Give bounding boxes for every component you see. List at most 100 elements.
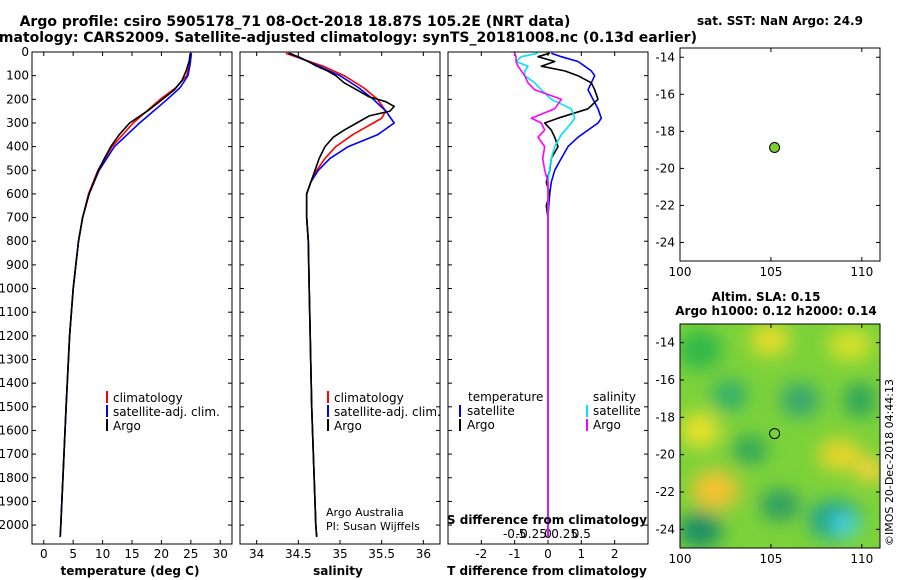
x-tick-label: 36 bbox=[416, 547, 431, 561]
difference-xlabel-top: S difference from climatology bbox=[447, 513, 647, 527]
y-tick-label: 500 bbox=[6, 163, 29, 177]
legend-swatch-t-argo bbox=[459, 419, 461, 431]
map-y-tick-label: -24 bbox=[655, 522, 675, 536]
legend-label-t-satellite: satellite bbox=[467, 404, 515, 418]
y-tick-label: 1600 bbox=[0, 423, 29, 437]
map-y-tick-label: -24 bbox=[655, 235, 675, 249]
map-x-tick-label: 100 bbox=[669, 552, 692, 566]
legend-swatch-argo bbox=[327, 419, 329, 431]
legend-swatch-s-argo bbox=[586, 419, 588, 431]
legend-swatch-satellite bbox=[327, 405, 329, 417]
series-line-s-argo bbox=[513, 52, 563, 537]
map-y-tick-label: -14 bbox=[655, 50, 675, 64]
sla-blob bbox=[780, 382, 820, 418]
legend-label-satellite: satellite-adj. clim. bbox=[334, 405, 441, 419]
y-tick-label: 1300 bbox=[0, 353, 29, 367]
sla-blob bbox=[831, 513, 859, 537]
legend-label-s-satellite: satellite bbox=[593, 404, 641, 418]
sla-blob bbox=[680, 412, 720, 448]
legend-swatch-climatology bbox=[106, 391, 108, 403]
salinity-xlabel: salinity bbox=[313, 564, 363, 578]
map-y-tick-label: -22 bbox=[655, 485, 675, 499]
y-tick-label: 2000 bbox=[0, 518, 29, 532]
sla-blob bbox=[844, 382, 876, 418]
series-line-argo bbox=[288, 52, 396, 537]
x-tick-label: 5 bbox=[69, 547, 77, 561]
x-tick-label: 34 bbox=[249, 547, 264, 561]
temperature-panel: 0100200300400500600700800900100011001200… bbox=[0, 45, 233, 578]
y-tick-label: 400 bbox=[6, 140, 29, 154]
sla-map-frame bbox=[679, 323, 881, 549]
legend-label-climatology: climatology bbox=[334, 391, 404, 405]
x-tick-label-top: -0.25 bbox=[516, 527, 547, 541]
x-tick-label: -2 bbox=[475, 547, 487, 561]
y-tick-label: 300 bbox=[6, 116, 29, 130]
credit-line-2: PI: Susan Wijffels bbox=[326, 520, 420, 533]
legend-label-satellite: satellite-adj. clim. bbox=[113, 405, 220, 419]
x-tick-label: 1 bbox=[578, 547, 586, 561]
map-x-tick-label: 110 bbox=[850, 265, 873, 279]
x-tick-label: 34.5 bbox=[285, 547, 312, 561]
sla-heatmap bbox=[680, 324, 880, 548]
map-x-tick-label: 105 bbox=[759, 552, 782, 566]
x-tick-label: 35 bbox=[332, 547, 347, 561]
sla-blob bbox=[856, 458, 880, 482]
map-y-tick-label: -18 bbox=[655, 410, 675, 424]
x-tick-label: 10 bbox=[95, 547, 110, 561]
y-tick-label: 1400 bbox=[0, 376, 29, 390]
argo-location-marker bbox=[769, 141, 781, 153]
sla-blob bbox=[760, 489, 800, 521]
sla-map-title-2: Argo h1000: 0.12 h2000: 0.14 bbox=[675, 304, 876, 318]
salinity-panel: 34 34.5 35 35.5 36 salinity climatology sate… bbox=[239, 51, 441, 578]
map-y-tick-label: -16 bbox=[655, 373, 675, 387]
y-tick-label: 0 bbox=[21, 45, 29, 59]
difference-panel: -2 -1 0 1 2-0.5-0.250 0.250.5 T difference fr… bbox=[447, 51, 649, 578]
map-y-tick-label: -18 bbox=[655, 124, 675, 138]
y-tick-label: 1700 bbox=[0, 447, 29, 461]
sla-blob bbox=[691, 470, 739, 510]
sla-blob bbox=[818, 439, 862, 471]
sla-blob bbox=[712, 379, 748, 411]
sla-blob bbox=[680, 512, 722, 548]
sla-blob bbox=[680, 330, 722, 370]
map-y-tick-label: -20 bbox=[655, 448, 675, 462]
legend-swatch-t-satellite bbox=[459, 405, 461, 417]
y-tick-label: 1500 bbox=[0, 400, 29, 414]
y-tick-label: 600 bbox=[6, 187, 29, 201]
legend-title-temperature: temperature bbox=[468, 390, 543, 404]
sla-blob bbox=[750, 324, 790, 356]
title-line-2: Climatology: CARS2009. Satellite-adjuste… bbox=[0, 30, 697, 46]
x-tick-label: 2 bbox=[611, 547, 619, 561]
y-tick-label: 1800 bbox=[0, 471, 29, 485]
y-tick-label: 1200 bbox=[0, 329, 29, 343]
difference-xlabel: T difference from climatology bbox=[447, 564, 647, 578]
y-tick-label: 200 bbox=[6, 92, 29, 106]
legend-swatch-argo bbox=[106, 419, 108, 431]
x-tick-label-top: 0.25 bbox=[551, 527, 578, 541]
sla-map-title-1: Altim. SLA: 0.15 bbox=[712, 290, 821, 304]
map-y-tick-label: -20 bbox=[655, 161, 675, 175]
series-line-argo bbox=[59, 53, 191, 537]
x-tick-label: 30 bbox=[213, 547, 228, 561]
title-line-1: Argo profile: csiro 5905178_71 08-Oct-20… bbox=[20, 14, 571, 30]
legend-swatch-climatology bbox=[327, 391, 329, 403]
x-tick-label: 20 bbox=[154, 547, 169, 561]
y-tick-label: 900 bbox=[6, 258, 29, 272]
sla-heatmap-blobs bbox=[680, 324, 880, 548]
sla-blob bbox=[828, 329, 872, 361]
y-tick-label: 800 bbox=[6, 234, 29, 248]
x-tick-label-top: -0.5 bbox=[503, 527, 526, 541]
legend-title-salinity: salinity bbox=[593, 390, 636, 404]
map-y-tick-label: -22 bbox=[655, 198, 675, 212]
temperature-xlabel: temperature (deg C) bbox=[61, 564, 200, 578]
legend-label-s-argo: Argo bbox=[593, 418, 621, 432]
map-x-tick-label: 105 bbox=[759, 265, 782, 279]
sla-blob bbox=[732, 436, 768, 464]
argo-location-marker bbox=[769, 428, 781, 440]
temperature-legend: climatology satellite-adj. clim. Argo bbox=[106, 391, 220, 433]
x-tick-label: -1 bbox=[509, 547, 521, 561]
y-tick-label: 700 bbox=[6, 211, 29, 225]
legend-label-climatology: climatology bbox=[113, 391, 183, 405]
x-tick-label: 25 bbox=[183, 547, 198, 561]
